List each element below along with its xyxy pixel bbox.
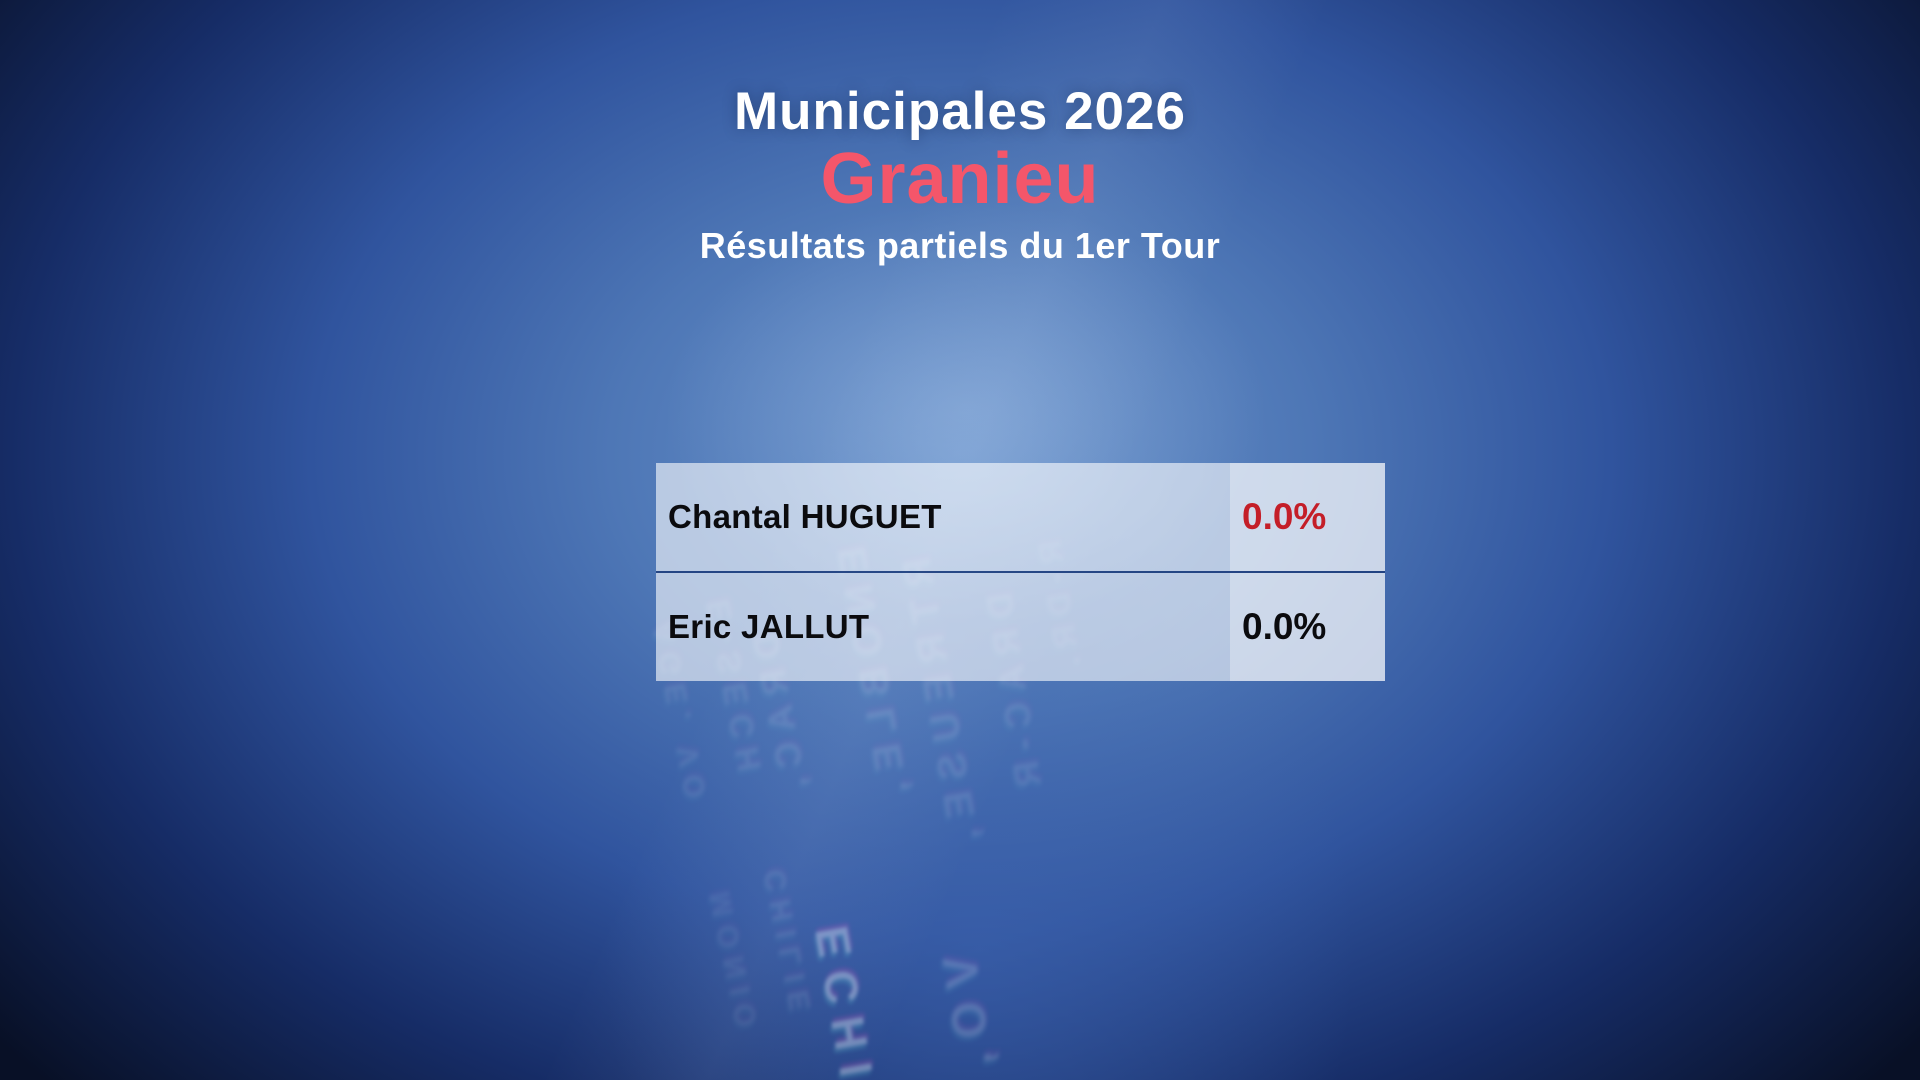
result-row: Eric JALLUT 0.0% [656,573,1385,681]
watermark-text: CHILIE [757,866,820,1023]
subtitle: Résultats partiels du 1er Tour [699,225,1221,266]
watermark-text: ECHIR [804,922,894,1080]
results-table: Chantal HUGUET 0.0% Eric JALLUT 0.0% [656,463,1385,681]
candidate-name: Eric JALLUT [656,573,1230,681]
watermark-text: VO, [933,951,1006,1080]
watermark-text: MONIO [703,888,766,1039]
page-title: Municipales 2026 [734,82,1186,141]
commune-name: Granieu [820,139,1100,219]
header: Municipales 2026 Granieu Résultats parti… [0,0,1920,268]
candidate-score: 0.0% [1230,463,1385,571]
candidate-score: 0.0% [1230,573,1385,681]
row-divider [656,571,1385,573]
result-row: Chantal HUGUET 0.0% [656,463,1385,571]
candidate-name: Chantal HUGUET [656,463,1230,571]
